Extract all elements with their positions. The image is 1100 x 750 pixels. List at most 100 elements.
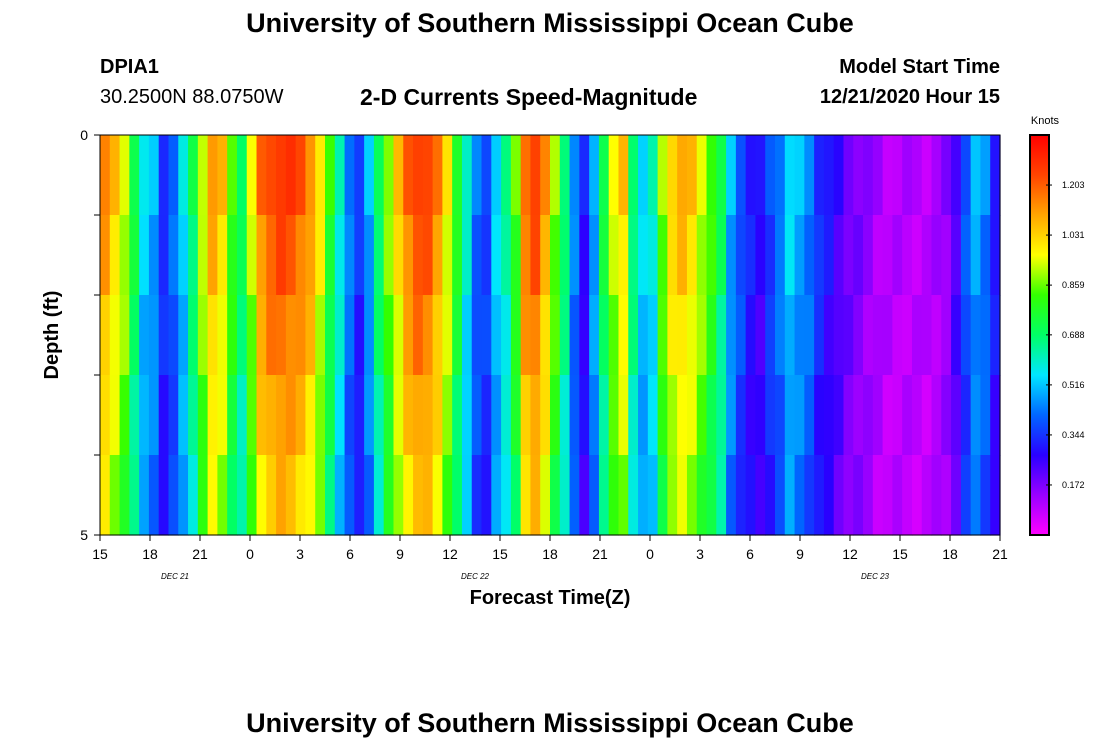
heatmap-cell [344,455,355,536]
heatmap-cell [872,215,884,296]
heatmap-cell [775,455,786,536]
heatmap-cell [823,375,835,456]
x-tick-label: 6 [346,546,354,562]
heatmap-cell [207,375,218,456]
heatmap-cell [344,215,355,296]
heatmap-cell [119,455,130,536]
heatmap-cell [119,295,130,376]
heatmap-cell [442,375,453,456]
heatmap-cell [393,215,404,296]
heatmap-cell [100,375,111,456]
heatmap-cell [256,455,267,536]
heatmap-cell [158,455,170,536]
heatmap-cell [755,375,766,456]
heatmap-cell [784,295,796,376]
heatmap-cell [129,375,140,456]
heatmap-cell [285,215,297,296]
heatmap-cell [863,135,874,216]
heatmap-cell [559,135,571,216]
heatmap-cell [677,375,688,456]
heatmap-cell [853,295,864,376]
heatmap-cell [951,135,962,216]
heatmap-cell [853,375,864,456]
heatmap-cell [657,295,668,376]
heatmap-cell [373,455,385,536]
heatmap-cell [168,375,179,456]
heatmap-cell [246,135,258,216]
heatmap-cell [432,295,443,376]
heatmap-cell [804,135,815,216]
heatmap-cell [207,455,218,536]
heatmap-cell [276,215,287,296]
heatmap-cell [383,455,395,536]
heatmap-cell [403,135,414,216]
heatmap-cell [197,135,209,216]
colorbar-tick-label: 0.516 [1062,380,1085,390]
heatmap-cell [510,215,522,296]
heatmap-cell [413,135,424,216]
heatmap-cell [422,135,434,216]
heatmap-cell [696,295,708,376]
heatmap-cell [589,455,600,536]
x-tick-label: 0 [246,546,254,562]
heatmap-cell [716,375,727,456]
heatmap-cell [246,295,258,376]
heatmap-cell [471,135,483,216]
heatmap-cell [315,295,326,376]
heatmap-cell [510,135,522,216]
heatmap-cell [823,455,835,536]
heatmap-cell [442,295,453,376]
heatmap-cell [814,375,825,456]
heatmap-cell [364,295,375,376]
heatmap-cell [403,295,414,376]
heatmap-cell [158,375,170,456]
heatmap-cell [256,375,267,456]
heatmap-cell [148,455,160,536]
heatmap-cell [344,295,355,376]
heatmap-cell [804,215,815,296]
heatmap-cell [393,135,404,216]
heatmap-cell [334,215,346,296]
heatmap-cell [931,135,942,216]
heatmap-cell [393,375,404,456]
heatmap-cell [628,455,639,536]
heatmap-cell [960,135,972,216]
heatmap-cell [794,375,805,456]
heatmap-cell [794,215,805,296]
heatmap-cell [520,215,532,296]
heatmap-cell [598,215,610,296]
heatmap-cell [178,455,189,536]
page-title: University of Southern Mississippi Ocean… [246,8,854,38]
heatmap-cell [579,375,590,456]
heatmap-cell [168,215,179,296]
heatmap-cell [647,215,659,296]
heatmap-cell [354,295,365,376]
heatmap-cell [677,295,688,376]
heatmap-cell [432,215,443,296]
heatmap-cell [354,215,365,296]
heatmap-cell [804,295,815,376]
heatmap-cell [168,135,179,216]
heatmap-cell [677,215,688,296]
heatmap-cell [413,215,424,296]
heatmap-cell [285,135,297,216]
heatmap-cell [804,375,815,456]
heatmap-cell [119,375,130,456]
heatmap-cell [647,295,659,376]
heatmap-cell [569,135,580,216]
heatmap-cell [726,455,737,536]
heatmap-cell [109,215,121,296]
heatmap-cell [823,295,835,376]
model-start-label: Model Start Time [839,56,1000,78]
heatmap-cell [471,295,483,376]
heatmap-cell [638,215,649,296]
x-tick-label: 15 [892,546,908,562]
heatmap-cell [677,455,688,536]
heatmap-cell [471,455,483,536]
heatmap-cell [158,135,170,216]
heatmap-cell [217,215,228,296]
heatmap-cell [520,135,532,216]
heatmap-cell [970,295,982,376]
heatmap-cell [911,215,923,296]
